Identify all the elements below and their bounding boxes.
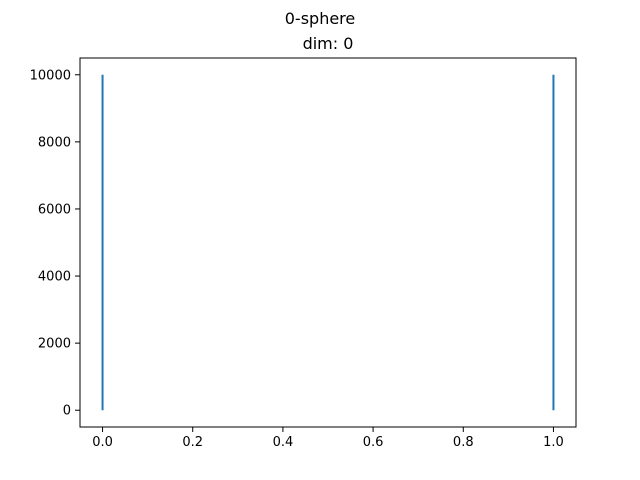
x-tick-label: 0.4	[273, 435, 294, 450]
chart-title: dim: 0	[303, 34, 354, 53]
y-tick-label: 6000	[38, 202, 71, 217]
x-tick-label: 0.8	[453, 435, 474, 450]
x-tick-label: 0.6	[363, 435, 384, 450]
y-tick-label: 0	[63, 404, 71, 419]
y-tick-label: 8000	[38, 135, 71, 150]
x-tick-label: 1.0	[543, 435, 564, 450]
x-tick-label: 0.2	[182, 435, 203, 450]
plot-area	[101, 74, 555, 411]
chart-suptitle: 0-sphere	[285, 9, 356, 28]
y-tick-label: 10000	[30, 68, 71, 83]
x-tick-label: 0.0	[92, 435, 113, 450]
y-tick-label: 4000	[38, 270, 71, 285]
axes-frame	[79, 57, 577, 428]
axes: 0.0 0.2 0.4 0.6 0.8 1.0 0 2000 4000 6000 8000 10000	[30, 57, 577, 450]
y-tick-label: 2000	[38, 337, 71, 352]
